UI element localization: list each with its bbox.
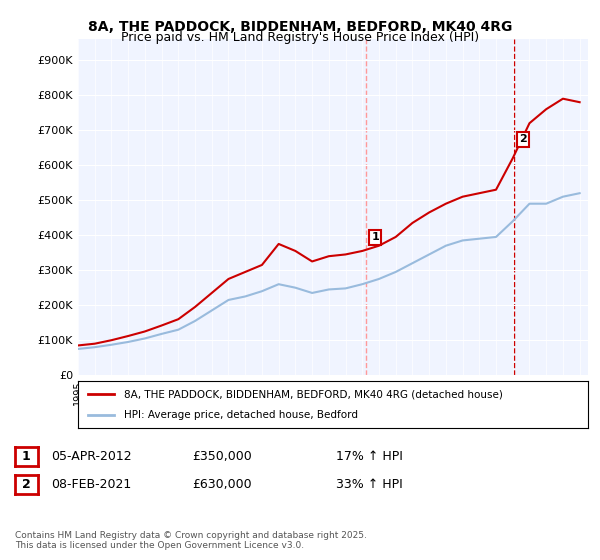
Text: 2: 2 [22,478,31,491]
Text: 1: 1 [22,450,31,463]
Text: 05-APR-2012: 05-APR-2012 [51,450,131,463]
Text: 1: 1 [371,232,379,242]
Text: 2: 2 [520,134,527,144]
Text: 17% ↑ HPI: 17% ↑ HPI [336,450,403,463]
Text: £630,000: £630,000 [192,478,251,491]
Text: 33% ↑ HPI: 33% ↑ HPI [336,478,403,491]
Text: 8A, THE PADDOCK, BIDDENHAM, BEDFORD, MK40 4RG (detached house): 8A, THE PADDOCK, BIDDENHAM, BEDFORD, MK4… [124,389,503,399]
Text: Contains HM Land Registry data © Crown copyright and database right 2025.
This d: Contains HM Land Registry data © Crown c… [15,530,367,550]
Text: 08-FEB-2021: 08-FEB-2021 [51,478,131,491]
Text: Price paid vs. HM Land Registry's House Price Index (HPI): Price paid vs. HM Land Registry's House … [121,31,479,44]
Text: HPI: Average price, detached house, Bedford: HPI: Average price, detached house, Bedf… [124,410,358,420]
Text: 8A, THE PADDOCK, BIDDENHAM, BEDFORD, MK40 4RG: 8A, THE PADDOCK, BIDDENHAM, BEDFORD, MK4… [88,20,512,34]
Text: £350,000: £350,000 [192,450,252,463]
